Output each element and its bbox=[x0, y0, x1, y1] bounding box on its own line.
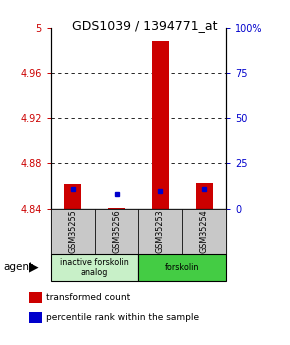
Bar bbox=[108, 208, 125, 209]
Text: forskolin: forskolin bbox=[165, 263, 200, 272]
Bar bbox=[95, 209, 139, 254]
Bar bbox=[51, 254, 139, 281]
Text: agent: agent bbox=[3, 263, 33, 272]
Text: GDS1039 / 1394771_at: GDS1039 / 1394771_at bbox=[72, 19, 218, 32]
Text: GSM35256: GSM35256 bbox=[112, 209, 121, 253]
Bar bbox=[64, 184, 81, 209]
Text: transformed count: transformed count bbox=[46, 293, 130, 302]
Text: percentile rank within the sample: percentile rank within the sample bbox=[46, 313, 199, 322]
Text: inactive forskolin
analog: inactive forskolin analog bbox=[60, 258, 129, 277]
Bar bbox=[51, 209, 95, 254]
Text: ▶: ▶ bbox=[28, 261, 38, 274]
Text: GSM35253: GSM35253 bbox=[156, 209, 165, 253]
Bar bbox=[196, 183, 213, 209]
Bar bbox=[139, 209, 182, 254]
Bar bbox=[182, 209, 226, 254]
Bar bbox=[152, 41, 169, 209]
Text: GSM35254: GSM35254 bbox=[200, 209, 209, 253]
Bar bbox=[139, 254, 226, 281]
Text: GSM35255: GSM35255 bbox=[68, 209, 77, 253]
